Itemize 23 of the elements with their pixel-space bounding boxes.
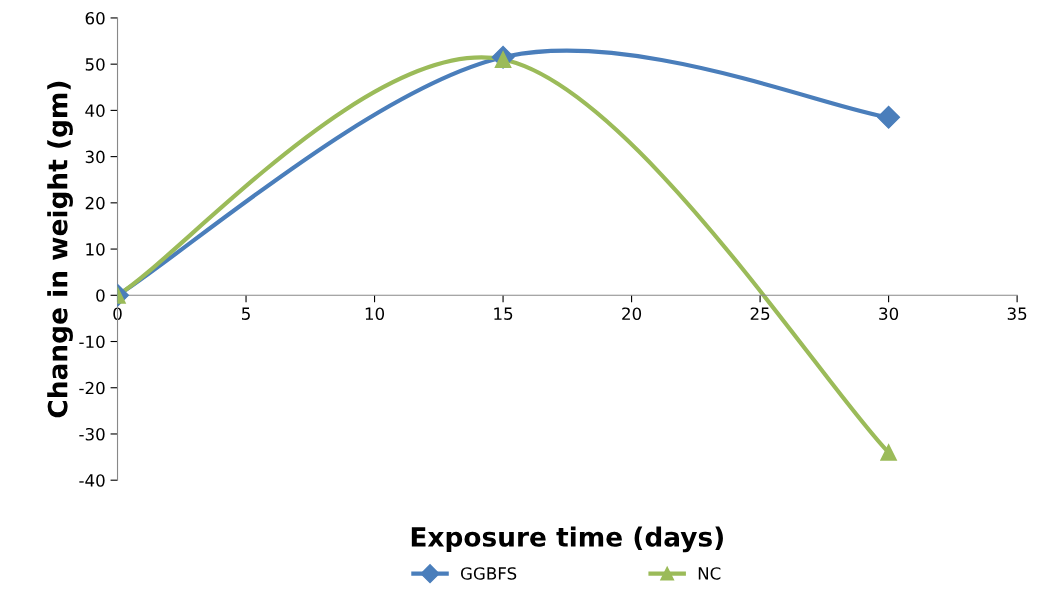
x-tick-label: 25 [750,307,770,320]
y-tick-label: -30 [79,427,105,441]
x-tick-label: 5 [242,307,250,320]
x-tick-label: 0 [113,307,122,320]
y-tick-label: 40 [85,104,105,117]
y-tick-label: -40 [79,474,105,487]
x-tick-label: 35 [1007,307,1027,320]
y-tick-label: 20 [85,196,105,210]
y-tick-label: 30 [85,150,105,164]
x-tick-label: 30 [879,307,899,320]
x-tick-label: 15 [494,307,513,320]
y-tick-label: 50 [85,58,105,71]
y-tick-label: 0 [96,289,105,302]
y-tick-label: -20 [79,381,105,395]
x-tick-label: 10 [365,307,385,320]
legend-label: GGBFS [460,567,517,580]
y-tick-label: 10 [86,243,105,256]
y-tick-label: 60 [85,11,105,25]
y-axis-title: Change in weight (gm) [47,81,73,418]
legend-label: NC [698,567,721,580]
y-tick-label: -10 [79,335,105,349]
x-axis-title: Exposure time (days) [411,526,723,553]
x-tick-label: 20 [622,307,642,320]
